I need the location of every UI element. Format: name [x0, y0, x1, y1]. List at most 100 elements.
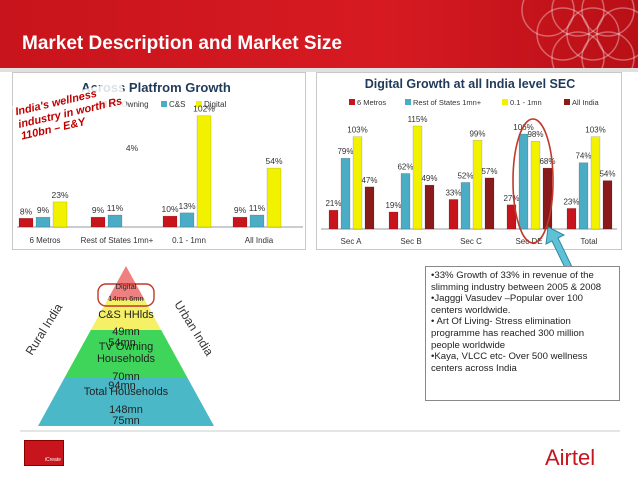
right-chart-panel: Digital Growth at all India level SEC 6 … — [316, 72, 622, 250]
pyramid-total-value2: 75mn — [112, 415, 140, 427]
bar-value-label: 47% — [361, 176, 377, 185]
bar — [472, 140, 483, 230]
bar — [602, 180, 613, 230]
bar — [460, 182, 471, 230]
digital-highlight — [97, 283, 155, 307]
note-item: •Jagggi Vasudev –Popular over 100 center… — [431, 293, 583, 316]
bar — [530, 140, 541, 230]
bar-value-label: 11% — [107, 203, 124, 213]
slide-header: Market Description and Market Size — [0, 0, 638, 68]
bar — [590, 136, 601, 230]
bar-value-label: 23% — [563, 197, 579, 206]
legend-label: 0.1 - 1mn — [510, 98, 542, 107]
right-chart: Digital Growth at all India level SEC 6 … — [321, 77, 617, 246]
bar-value-label: 9% — [37, 205, 50, 215]
bar — [424, 184, 435, 230]
bar — [266, 167, 282, 228]
highlight-ellipse — [512, 118, 554, 244]
bar — [107, 214, 123, 228]
legend-label: All India — [572, 98, 600, 107]
pyramid-digital-label: Digital — [116, 282, 137, 291]
bar-value-label: 19% — [385, 201, 401, 210]
bar-value-label: 13% — [178, 201, 195, 211]
bar-value-label: 9% — [234, 205, 247, 215]
bar-value-label: 103% — [585, 126, 605, 135]
bar-value-label: 27% — [503, 194, 519, 203]
legend-label: TV Owning — [109, 100, 149, 109]
pyramid-total-label: Total Households — [84, 386, 169, 398]
category-label: 6 Metros — [29, 236, 60, 245]
pyramid-tv-value: 70mn — [112, 371, 140, 383]
category-label: Sec C — [460, 237, 482, 246]
airtel-logo: Airtel — [545, 445, 596, 470]
bar — [542, 167, 553, 230]
legend-swatch — [196, 101, 202, 107]
legend-swatch — [564, 99, 570, 105]
slide-title: Market Description and Market Size — [22, 33, 342, 54]
bar — [162, 215, 178, 228]
bar-value-label: 49% — [421, 174, 437, 183]
note-item: • Art Of Living- Stress elimination prog… — [431, 316, 585, 351]
note-item: •Kaya, VLCC etc- Over 500 wellness cente… — [431, 351, 588, 374]
bar — [179, 212, 195, 228]
bar — [328, 209, 339, 230]
bar-value-label: 54% — [599, 170, 615, 179]
bar-value-label: 98% — [527, 130, 543, 139]
bar-value-label: 33% — [445, 188, 461, 197]
decorative-rings — [521, 0, 638, 68]
pyramid-cs-label: C&S HHlds — [98, 309, 154, 321]
bar-value-label: 102% — [193, 104, 215, 114]
pyramid-tv-overlap: 54mn — [108, 337, 136, 349]
pyramid-tv-label: TV Owning Households — [97, 341, 156, 365]
pyramid-cs-value: 49mn — [112, 326, 140, 338]
note-item: •33% Growth of 33% in revenue of the sli… — [431, 270, 602, 293]
pyramid-total-value: 148mn — [109, 404, 143, 416]
bar — [52, 201, 68, 228]
legend-swatch — [502, 99, 508, 105]
bar-value-label: 23% — [51, 190, 68, 200]
left-chart-panel: Across Platfrom Growth TV Owning C&S Digit… — [12, 72, 306, 250]
pyramid-total-band — [38, 378, 214, 426]
rural-india-label: Rural India — [23, 301, 66, 358]
bar — [232, 216, 248, 228]
category-label: All India — [245, 236, 274, 245]
bar — [578, 162, 589, 230]
bar — [18, 218, 34, 228]
pyramid-digital-values: 14mn 6mn — [108, 294, 143, 303]
household-pyramid: Digital 14mn 6mn C&S HHlds 49mn 54mn TV … — [23, 266, 216, 427]
bar-value-label: 52% — [457, 171, 473, 180]
footer-divider — [20, 430, 620, 432]
legend-label: Rest of States 1mn+ — [413, 98, 482, 107]
bar-value-label: 103% — [347, 126, 367, 135]
bar-value-label: 21% — [325, 199, 341, 208]
bar-value-label: 68% — [539, 157, 555, 166]
header-underline — [0, 68, 638, 72]
legend-label: C&S — [169, 100, 185, 109]
legend-swatch — [349, 99, 355, 105]
bar — [364, 186, 375, 230]
bar-value-label: 9% — [92, 205, 105, 215]
bar — [566, 208, 577, 230]
bar-value-label: 115% — [408, 115, 428, 124]
bar — [35, 216, 51, 228]
bar-value-label: 57% — [481, 167, 497, 176]
legend-swatch — [161, 101, 167, 107]
bar — [400, 173, 411, 230]
category-label: Total — [581, 237, 598, 246]
legend-swatch — [405, 99, 411, 105]
notes-box: •33% Growth of 33% in revenue of the sli… — [425, 266, 620, 401]
right-chart-title: Digital Growth at all India level SEC — [365, 77, 575, 91]
bar — [90, 216, 106, 228]
category-label: Sec B — [400, 237, 421, 246]
bar — [352, 136, 363, 230]
category-label: 0.1 - 1mn — [172, 236, 206, 245]
bar-value-label: 99% — [469, 129, 485, 138]
legend-label: Digital — [204, 100, 226, 109]
bar — [340, 157, 351, 230]
bar-value-label: 11% — [249, 203, 266, 213]
bar — [196, 115, 212, 228]
bar — [412, 125, 423, 230]
bar-value-label: 62% — [397, 162, 413, 171]
pyramid-total-overlap: 94mn — [108, 380, 136, 392]
bar — [484, 177, 495, 230]
